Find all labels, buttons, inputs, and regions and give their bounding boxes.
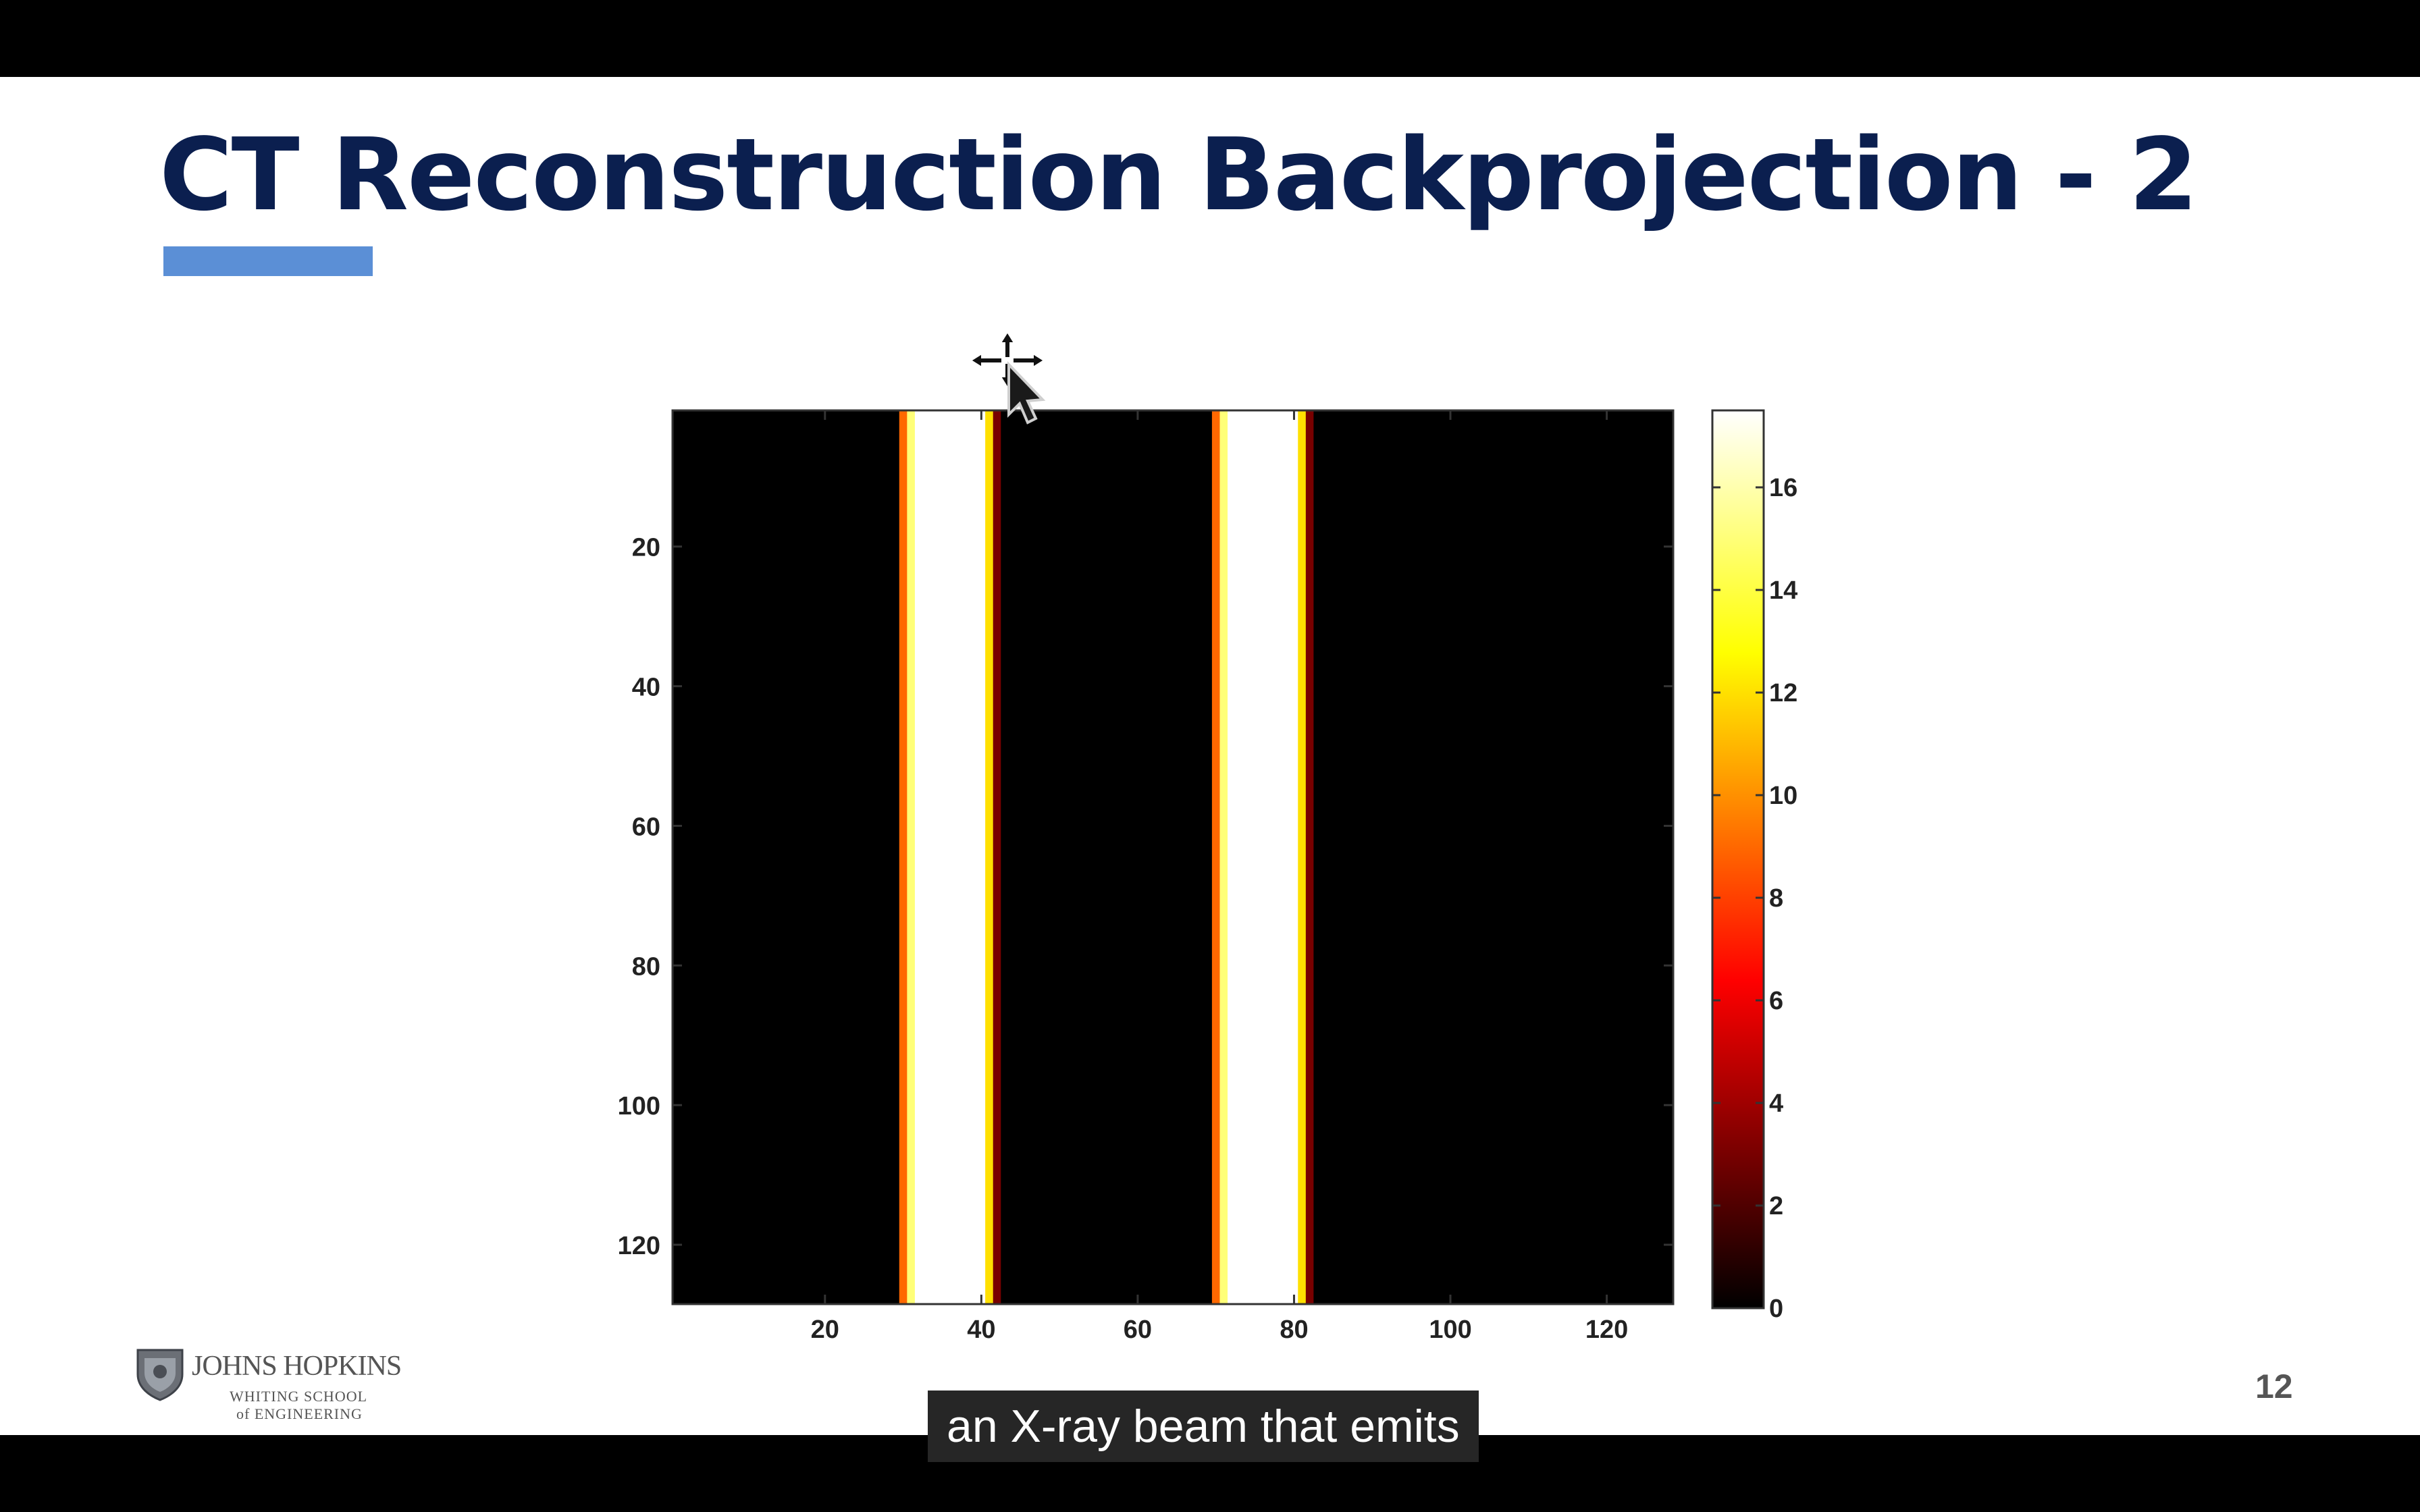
y-tick-label: 120	[618, 1232, 660, 1260]
x-tick-label: 40	[967, 1316, 995, 1344]
johns-hopkins-logo: JOHNS HOPKINS WHITING SCHOOL of ENGINEER…	[135, 1347, 412, 1426]
colorbar-tick-label: 2	[1769, 1192, 1783, 1220]
colorbar-tick-label: 14	[1769, 576, 1797, 605]
heatmap-cell-column	[1228, 410, 1298, 1304]
x-tick-label: 80	[1280, 1316, 1308, 1344]
logo-line2: WHITING SCHOOL	[230, 1388, 368, 1405]
heatmap-cell-column	[1305, 410, 1314, 1304]
shield-icon	[136, 1349, 184, 1401]
heatmap-cell-column	[1298, 410, 1307, 1304]
heatmap-cell-column	[1001, 410, 1213, 1304]
y-tick-label: 60	[632, 813, 660, 841]
plot-frame	[671, 409, 1675, 1305]
heatmap-cell-column	[1313, 410, 1674, 1304]
heatmap-cell-column	[907, 410, 916, 1304]
y-tick-label: 100	[618, 1092, 660, 1120]
colorbar-tick-label: 6	[1769, 987, 1783, 1015]
logo-line3: of ENGINEERING	[236, 1405, 363, 1422]
colorbar	[1711, 409, 1765, 1310]
colorbar-tick-label: 16	[1769, 474, 1797, 502]
x-tick-label: 120	[1585, 1316, 1628, 1344]
colorbar-tick-label: 4	[1769, 1089, 1783, 1118]
subtitle-caption: an X-ray beam that emits	[928, 1390, 1479, 1462]
colorbar-tick-label: 0	[1769, 1295, 1783, 1323]
letterbox-top	[0, 0, 2420, 77]
colorbar-tick-label: 10	[1769, 782, 1797, 810]
title-accent-bar	[163, 246, 373, 276]
y-tick-label: 40	[632, 674, 660, 702]
heatmap-cell-column	[993, 410, 1001, 1304]
heatmap-cell-column	[914, 410, 986, 1304]
x-tick-label: 60	[1124, 1316, 1152, 1344]
y-tick-label: 80	[632, 952, 660, 981]
heatmap-cell-column	[899, 410, 908, 1304]
slide-title: CT Reconstruction Backprojection - 2	[159, 117, 2198, 233]
colorbar-tick-label: 8	[1769, 884, 1783, 913]
heatmap-cell-column	[985, 410, 994, 1304]
move-cursor-icon	[970, 331, 1046, 425]
heatmap-cell-column	[1211, 410, 1220, 1304]
logo-line1: JOHNS HOPKINS	[192, 1351, 402, 1382]
colorbar-tick-label: 12	[1769, 679, 1797, 707]
x-tick-label: 20	[811, 1316, 839, 1344]
heatmap-cell-column	[1219, 410, 1228, 1304]
y-tick-label: 20	[632, 534, 660, 562]
heatmap-cell-column	[673, 410, 900, 1304]
page-number: 12	[2255, 1368, 2293, 1405]
x-tick-label: 100	[1429, 1316, 1471, 1344]
